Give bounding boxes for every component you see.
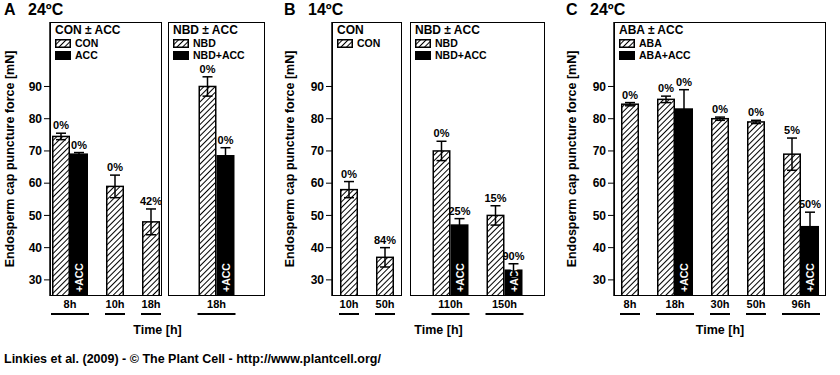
svg-text:+ACC: +ACC: [454, 263, 466, 292]
html-text:Time [h]: Time [h]: [414, 323, 463, 337]
svg-text:10h: 10h: [340, 298, 359, 310]
svg-text:60: 60: [311, 176, 325, 190]
html-text:24ºC: 24ºC: [28, 1, 64, 18]
html-text:B: B: [284, 1, 296, 18]
svg-text:0%: 0%: [434, 127, 450, 139]
svg-text:0%: 0%: [107, 161, 123, 173]
html-text:Endosperm cap puncture force [: Endosperm cap puncture force [mN]: [3, 50, 17, 268]
svg-text:50h: 50h: [376, 298, 395, 310]
svg-text:60: 60: [29, 176, 43, 190]
html-text:CON: CON: [337, 23, 364, 37]
svg-text:42%: 42%: [140, 195, 162, 207]
svg-text:5%: 5%: [784, 124, 800, 136]
svg-text:+ACC: +ACC: [73, 263, 85, 292]
svg-text:80: 80: [29, 112, 43, 126]
html-text:NBD: NBD: [435, 37, 458, 49]
html-text:NBD+ACC: NBD+ACC: [193, 49, 245, 61]
html-text:C: C: [566, 1, 578, 18]
svg-text:0%: 0%: [218, 134, 234, 146]
svg-text:0%: 0%: [622, 89, 638, 101]
svg-text:18h: 18h: [666, 298, 685, 310]
html-text:14ºC: 14ºC: [308, 1, 344, 18]
svg-text:90: 90: [311, 80, 325, 94]
html-text:NBD+ACC: NBD+ACC: [435, 49, 487, 61]
svg-text:90: 90: [593, 80, 607, 94]
svg-text:0%: 0%: [200, 63, 216, 75]
svg-text:70: 70: [29, 144, 43, 158]
svg-text:80: 80: [593, 112, 607, 126]
html-text:ABA ± ACC: ABA ± ACC: [619, 23, 684, 37]
svg-text:80: 80: [311, 112, 325, 126]
html-text:Linkies et al. (2009) - © The: Linkies et al. (2009) - © The Plant Cell…: [4, 352, 381, 366]
svg-text:30: 30: [593, 273, 607, 287]
svg-text:96h: 96h: [792, 298, 811, 310]
svg-text:70: 70: [593, 144, 607, 158]
html-text:NBD ± ACC: NBD ± ACC: [173, 23, 238, 37]
html-text:CON ± ACC: CON ± ACC: [55, 23, 121, 37]
svg-text:30: 30: [311, 273, 325, 287]
svg-text:50: 50: [593, 209, 607, 223]
svg-text:0%: 0%: [53, 119, 69, 131]
svg-text:50: 50: [29, 209, 43, 223]
html-text:CON: CON: [357, 37, 381, 49]
svg-text:90%: 90%: [502, 250, 524, 262]
svg-text:30: 30: [29, 273, 43, 287]
svg-text:40: 40: [593, 241, 607, 255]
svg-text:50h: 50h: [747, 298, 766, 310]
svg-text:70: 70: [311, 144, 325, 158]
html-text:ABA+ACC: ABA+ACC: [639, 49, 691, 61]
svg-text:90: 90: [29, 80, 43, 94]
html-text:ABA: ABA: [639, 37, 662, 49]
svg-text:50: 50: [311, 209, 325, 223]
html-text:24ºC: 24ºC: [590, 1, 626, 18]
svg-text:0%: 0%: [71, 139, 87, 151]
svg-text:18h: 18h: [142, 298, 161, 310]
svg-text:0%: 0%: [341, 168, 357, 180]
html-text:NBD ± ACC: NBD ± ACC: [415, 23, 480, 37]
svg-text:30h: 30h: [711, 298, 730, 310]
html-text:A: A: [4, 1, 16, 18]
svg-text:8h: 8h: [64, 298, 77, 310]
svg-text:40: 40: [29, 241, 43, 255]
svg-text:0%: 0%: [676, 76, 692, 88]
html-text:Time [h]: Time [h]: [133, 323, 182, 337]
svg-text:0%: 0%: [712, 103, 728, 115]
svg-text:150h: 150h: [492, 298, 517, 310]
svg-text:+ACC: +ACC: [508, 263, 520, 292]
html-text:Endosperm cap puncture force [: Endosperm cap puncture force [mN]: [565, 50, 579, 268]
svg-text:+ACC: +ACC: [220, 263, 232, 292]
svg-text:10h: 10h: [106, 298, 125, 310]
svg-text:15%: 15%: [484, 192, 506, 204]
svg-text:+ACC: +ACC: [678, 263, 690, 292]
html-text:Time [h]: Time [h]: [695, 323, 745, 337]
svg-text:50%: 50%: [799, 198, 821, 210]
html-text:Endosperm cap puncture force [: Endosperm cap puncture force [mN]: [283, 50, 297, 268]
svg-text:110h: 110h: [438, 298, 463, 310]
svg-text:60: 60: [593, 176, 607, 190]
html-text:NBD: NBD: [193, 37, 216, 49]
svg-text:+ACC: +ACC: [804, 263, 816, 292]
svg-text:25%: 25%: [448, 205, 470, 217]
svg-text:0%: 0%: [658, 82, 674, 94]
html-text:ACC: ACC: [75, 49, 98, 61]
svg-text:8h: 8h: [624, 298, 637, 310]
svg-text:40: 40: [311, 241, 325, 255]
svg-text:84%: 84%: [374, 234, 396, 246]
svg-text:18h: 18h: [207, 298, 226, 310]
html-text:CON: CON: [75, 37, 99, 49]
svg-text:0%: 0%: [748, 106, 764, 118]
